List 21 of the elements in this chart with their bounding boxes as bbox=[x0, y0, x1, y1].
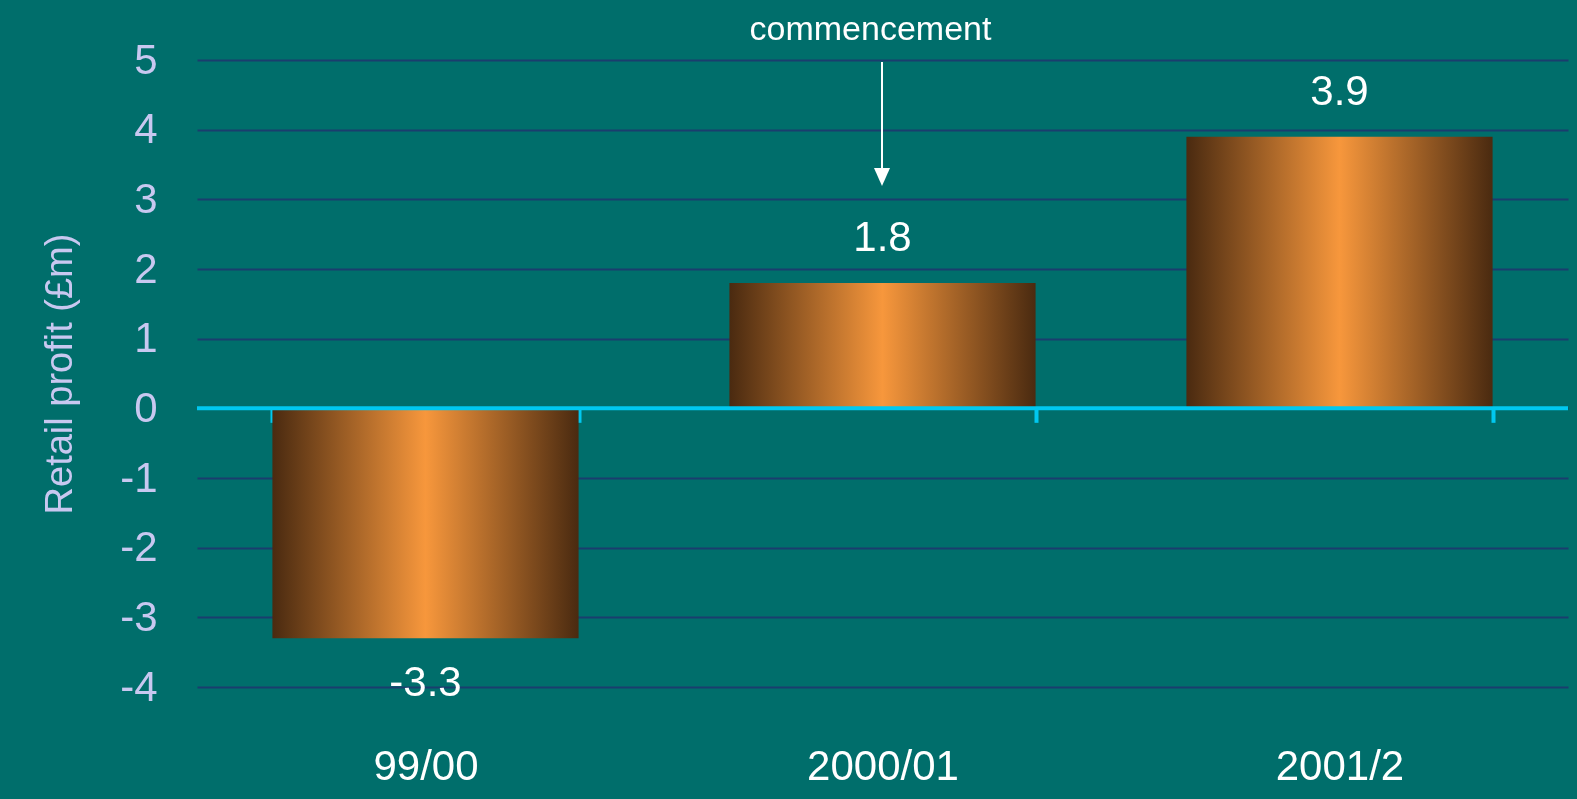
y-axis-title: Retail profit (£m) bbox=[38, 233, 81, 515]
text: commencement bbox=[749, 9, 992, 47]
data-label: -3.3 bbox=[389, 658, 462, 706]
y-tick-label: 5 bbox=[134, 35, 158, 83]
y-tick-label: -4 bbox=[120, 662, 158, 710]
y-tick-label: 2 bbox=[134, 244, 158, 292]
x-tick-label: 99/00 bbox=[373, 741, 479, 789]
data-label: 3.9 bbox=[1310, 66, 1369, 114]
bar bbox=[729, 282, 1036, 409]
y-tick-label: -2 bbox=[120, 523, 158, 571]
y-tick-label: -1 bbox=[120, 453, 158, 501]
y-tick-label: 4 bbox=[134, 105, 158, 153]
y-tick-label: 1 bbox=[134, 314, 158, 362]
y-tick-label: -3 bbox=[120, 592, 158, 640]
data-label: 1.8 bbox=[853, 212, 912, 260]
y-tick-label: 0 bbox=[134, 383, 158, 431]
x-tick-label: 2001/2 bbox=[1275, 741, 1405, 789]
bar bbox=[272, 408, 579, 639]
y-tick-label: 3 bbox=[134, 174, 158, 222]
x-tick-label: 2000/01 bbox=[807, 741, 959, 789]
bar bbox=[1186, 136, 1493, 409]
